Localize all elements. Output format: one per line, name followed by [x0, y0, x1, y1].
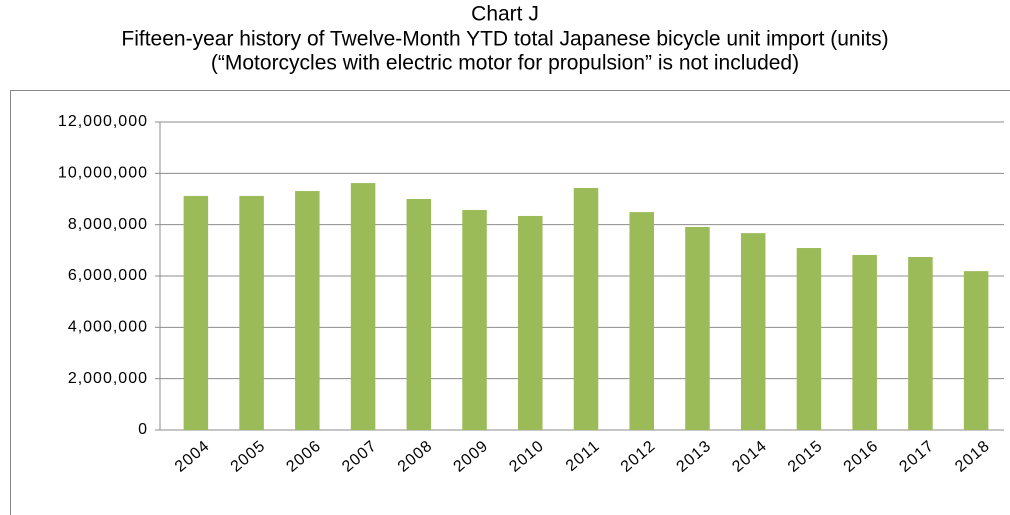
bar [350, 183, 376, 430]
x-tick-label: 2007 [339, 437, 380, 475]
bar [908, 257, 933, 430]
x-tick-label: 2016 [841, 437, 882, 475]
bar [573, 187, 599, 430]
bar [462, 210, 487, 430]
y-tick-label: 10,000,000 [58, 165, 148, 182]
x-tick-label: 2010 [506, 437, 547, 475]
y-tick-label: 6,000,000 [68, 267, 148, 284]
bar [852, 254, 877, 430]
x-tick-label: 2015 [785, 437, 826, 475]
y-tick-label: 12,000,000 [58, 113, 148, 130]
y-tick-label: 4,000,000 [68, 319, 148, 336]
x-tick-label: 2009 [451, 437, 492, 475]
x-tick-label: 2014 [729, 437, 770, 475]
bar [239, 195, 264, 430]
bar [740, 233, 766, 430]
x-tick-label: 2013 [673, 437, 714, 475]
bar [796, 248, 822, 430]
chart-title: Chart J [471, 3, 539, 26]
x-tick-label: 2017 [896, 437, 937, 475]
x-tick-label: 2011 [563, 437, 603, 475]
x-tick-label: 2008 [395, 437, 436, 475]
bar [406, 199, 432, 430]
bar [518, 215, 543, 430]
x-tick-label: 2004 [172, 437, 213, 475]
bar [629, 212, 654, 430]
chart-frame [10, 90, 1010, 515]
bar [295, 191, 320, 430]
bar [963, 271, 989, 430]
chart-subtitle: (“Motorcycles with electric motor for pr… [211, 52, 799, 75]
y-tick-label: 0 [138, 421, 148, 438]
chart-subtitle: Fifteen-year history of Twelve-Month YTD… [121, 28, 888, 51]
x-tick-label: 2005 [228, 437, 269, 475]
x-tick-label: 2012 [618, 437, 659, 475]
y-tick-label: 2,000,000 [68, 370, 148, 387]
y-tick-label: 8,000,000 [68, 216, 148, 233]
bar [183, 195, 209, 430]
bar [685, 226, 710, 430]
x-tick-label: 2006 [283, 437, 324, 475]
x-tick-label: 2018 [952, 437, 993, 475]
